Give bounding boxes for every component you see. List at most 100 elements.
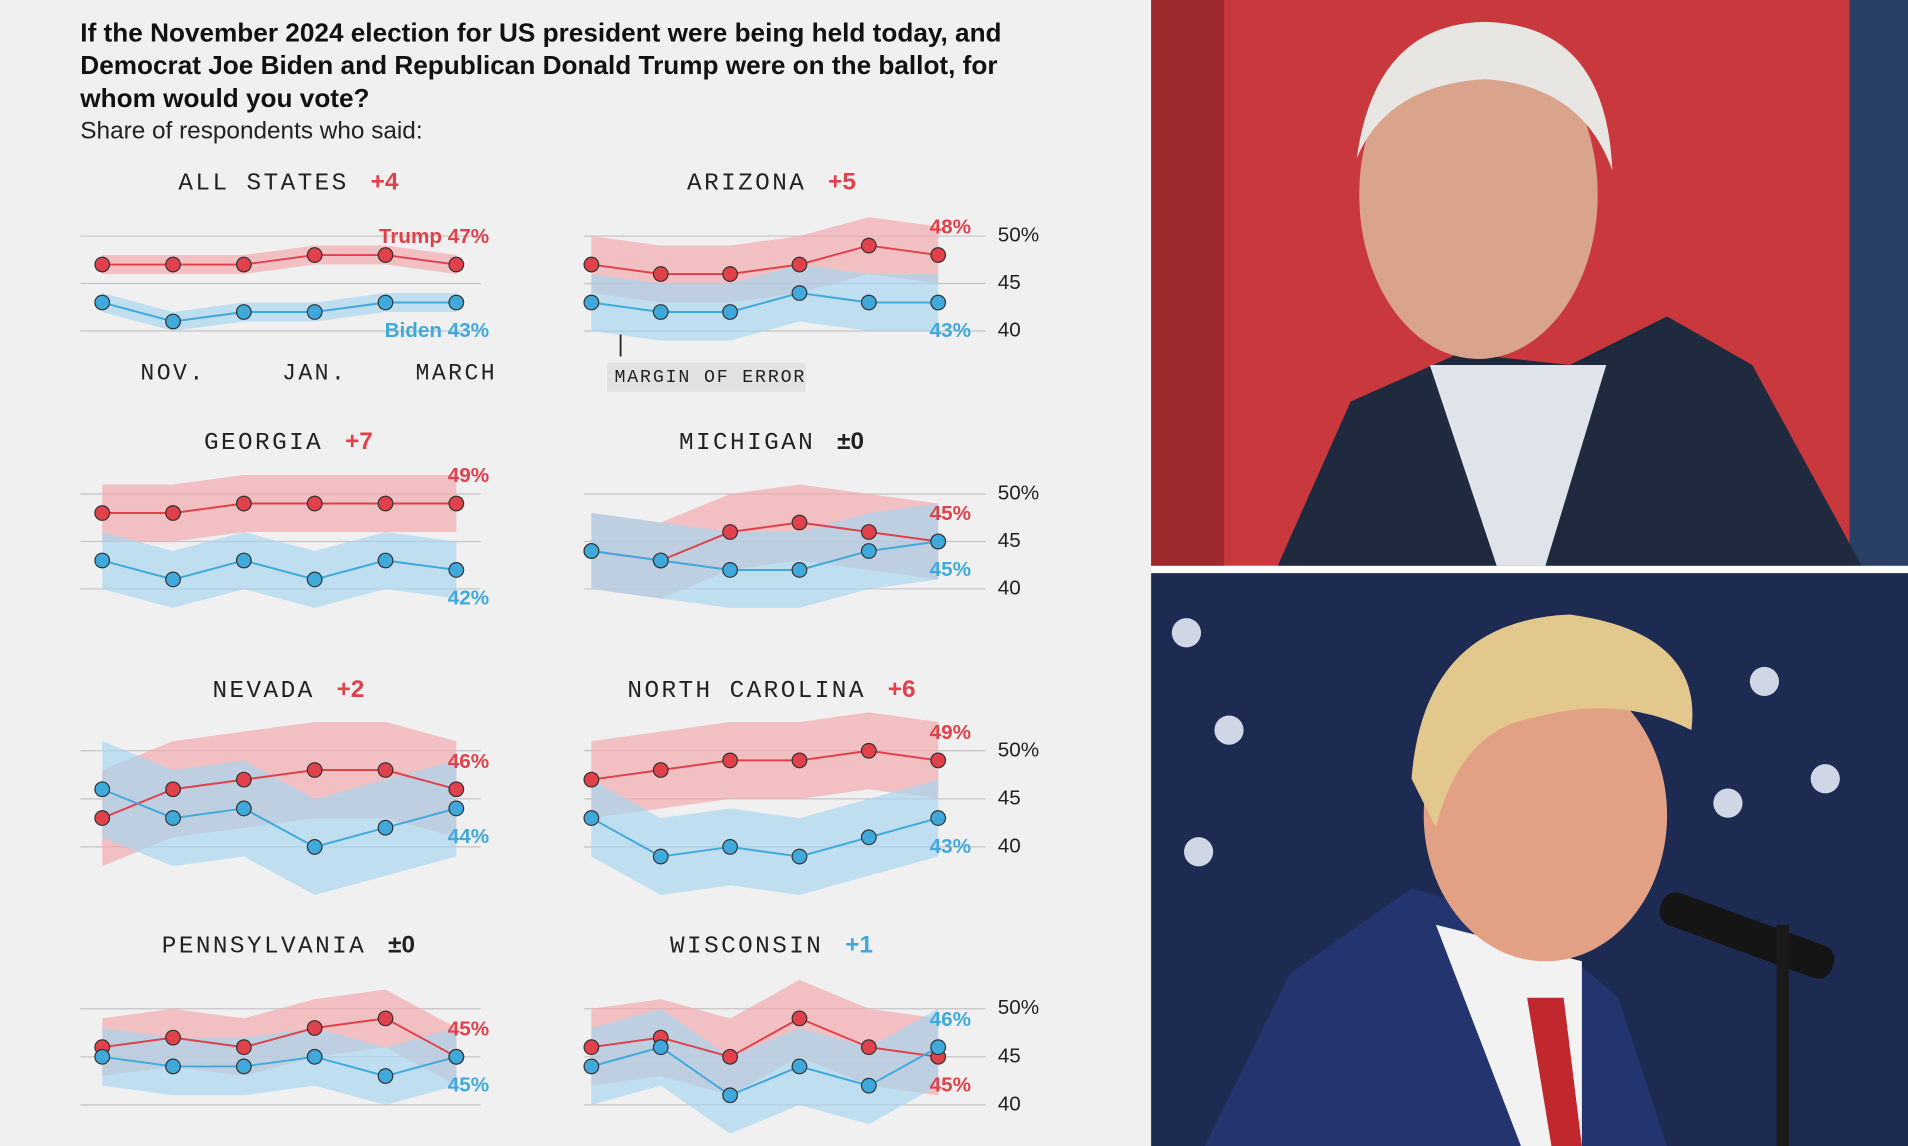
y-tick-label: 40 bbox=[998, 318, 1021, 341]
value-label: 46% bbox=[930, 1008, 971, 1031]
data-point bbox=[930, 752, 947, 769]
data-point bbox=[791, 285, 808, 301]
series-line bbox=[591, 749, 939, 781]
data-point bbox=[165, 256, 181, 273]
panel-name: ARIZONA bbox=[687, 171, 806, 198]
data-point bbox=[583, 256, 600, 273]
y-tick-label: 45 bbox=[998, 271, 1021, 294]
panel-name: NORTH CAROLINA bbox=[627, 679, 865, 706]
data-point bbox=[652, 762, 669, 778]
data-point bbox=[377, 1068, 394, 1084]
error-band bbox=[591, 1008, 939, 1134]
data-point bbox=[448, 495, 465, 512]
panel-header: ARIZONA +5 bbox=[687, 169, 856, 198]
panel-header: WISCONSIN +1 bbox=[670, 932, 873, 961]
data-point bbox=[235, 1039, 252, 1056]
data-point bbox=[306, 1020, 323, 1036]
series-line bbox=[591, 292, 939, 313]
data-point bbox=[860, 1039, 877, 1056]
value-label: 45% bbox=[930, 1073, 971, 1096]
data-point bbox=[306, 304, 323, 320]
value-label: 45% bbox=[448, 1073, 489, 1096]
data-point bbox=[165, 1058, 181, 1075]
y-tick-label: 40 bbox=[998, 834, 1021, 857]
data-point bbox=[583, 810, 600, 826]
panel-header: GEORGIA +7 bbox=[204, 428, 373, 457]
data-point bbox=[930, 1039, 947, 1056]
value-label: 42% bbox=[448, 587, 489, 610]
data-point bbox=[165, 571, 181, 588]
y-tick-label: 50% bbox=[998, 224, 1039, 247]
series-line bbox=[101, 769, 457, 819]
value-label: 43% bbox=[930, 319, 971, 342]
series-line bbox=[591, 1046, 939, 1097]
data-point bbox=[791, 562, 808, 578]
data-point bbox=[235, 800, 252, 817]
value-label: 43% bbox=[930, 835, 971, 858]
value-label: 49% bbox=[448, 464, 489, 487]
series-line bbox=[591, 540, 939, 571]
y-tick-label: 40 bbox=[998, 576, 1021, 599]
data-point bbox=[652, 848, 669, 865]
panel-name: WISCONSIN bbox=[670, 934, 823, 961]
series-line bbox=[590, 817, 939, 858]
panel-lead: ±0 bbox=[388, 932, 415, 959]
data-point bbox=[306, 762, 323, 778]
x-tick-label: JAN. bbox=[282, 361, 347, 387]
data-point bbox=[377, 552, 394, 569]
data-point bbox=[722, 304, 739, 320]
y-tick-label: 45 bbox=[998, 529, 1021, 552]
data-point bbox=[235, 256, 252, 273]
data-point bbox=[377, 819, 394, 836]
data-point bbox=[165, 505, 181, 521]
data-point bbox=[306, 247, 323, 263]
data-point bbox=[377, 762, 394, 778]
panel-header: ALL STATES +4 bbox=[178, 169, 398, 198]
data-point bbox=[652, 1039, 669, 1056]
panel-name: GEORGIA bbox=[204, 430, 323, 457]
y-tick-label: 50% bbox=[998, 738, 1039, 761]
series-line bbox=[102, 254, 457, 266]
series-line bbox=[101, 788, 457, 848]
data-point bbox=[165, 781, 181, 798]
data-point bbox=[583, 543, 600, 559]
data-point bbox=[652, 552, 669, 569]
value-label: 48% bbox=[930, 216, 971, 239]
y-tick-label: 50% bbox=[998, 482, 1039, 505]
error-band bbox=[102, 1027, 457, 1105]
panel-lead: +2 bbox=[337, 677, 365, 704]
photo-trump bbox=[1151, 573, 1908, 1146]
panel-header: MICHIGAN ±0 bbox=[679, 428, 864, 457]
panel-lead: +6 bbox=[888, 677, 916, 704]
panel-name: PENNSYLVANIA bbox=[162, 934, 366, 961]
data-point bbox=[860, 237, 877, 254]
data-point bbox=[94, 552, 111, 569]
chart-title: If the November 2024 election for US pre… bbox=[80, 18, 1002, 114]
panel-name: MICHIGAN bbox=[679, 430, 815, 457]
error-band bbox=[591, 779, 939, 895]
data-point bbox=[791, 752, 808, 769]
annotation-box bbox=[607, 362, 806, 392]
data-point bbox=[165, 1029, 181, 1046]
data-point bbox=[722, 266, 739, 282]
data-point bbox=[306, 1048, 323, 1065]
data-point bbox=[583, 771, 600, 788]
data-point bbox=[448, 294, 465, 311]
data-point bbox=[377, 247, 394, 263]
data-point bbox=[791, 848, 808, 865]
photo-biden bbox=[1151, 0, 1908, 566]
data-point bbox=[791, 1010, 808, 1027]
data-point bbox=[448, 562, 465, 578]
divider bbox=[1151, 565, 1908, 574]
data-point bbox=[722, 839, 739, 855]
data-point bbox=[94, 294, 111, 311]
data-point bbox=[652, 266, 669, 282]
data-point bbox=[652, 304, 669, 320]
value-label: 45% bbox=[930, 558, 971, 581]
data-point bbox=[791, 1058, 808, 1075]
data-point bbox=[583, 1039, 600, 1056]
value-label: 45% bbox=[448, 1018, 489, 1041]
error-band bbox=[102, 741, 457, 895]
panel-lead: +7 bbox=[345, 428, 373, 455]
